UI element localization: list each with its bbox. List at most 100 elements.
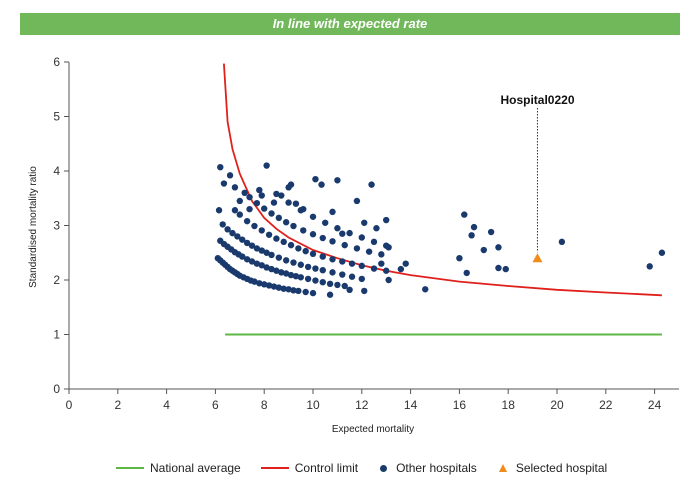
hospital-point bbox=[268, 265, 275, 273]
hospital-point bbox=[326, 280, 334, 288]
hospital-point bbox=[290, 259, 297, 266]
axis-labels: Expected mortality Standardised mortalit… bbox=[28, 166, 414, 435]
hospital-point bbox=[312, 265, 319, 272]
hospital-point bbox=[287, 241, 295, 249]
hospital-point bbox=[278, 269, 285, 276]
hospital-point bbox=[224, 226, 231, 233]
hospital-point bbox=[290, 287, 297, 294]
hospital-point bbox=[309, 231, 317, 238]
x-tick-label: 0 bbox=[66, 398, 73, 412]
x-tick-label: 6 bbox=[212, 398, 219, 412]
hospital-point bbox=[361, 287, 368, 295]
hospital-point bbox=[256, 186, 263, 194]
hospital-point bbox=[268, 210, 275, 217]
legend-item-national-average: National average bbox=[116, 461, 241, 475]
hospital-point bbox=[319, 253, 326, 260]
y-tick-label: 0 bbox=[53, 382, 60, 396]
hospital-point bbox=[273, 190, 280, 198]
hospital-point bbox=[278, 192, 285, 199]
legend-item-other-hospitals: Other hospitals bbox=[378, 461, 477, 475]
y-tick-label: 6 bbox=[53, 55, 60, 69]
hospital-point bbox=[341, 241, 348, 249]
x-tick-label: 8 bbox=[261, 398, 268, 412]
hospital-point bbox=[558, 238, 566, 246]
hospital-point bbox=[295, 245, 302, 252]
hospital-point bbox=[285, 286, 292, 293]
legend: National average Control limit Other hos… bbox=[116, 459, 627, 477]
hospital-point bbox=[282, 270, 290, 277]
hospital-point bbox=[346, 286, 353, 294]
x-tick-label: 10 bbox=[306, 398, 320, 412]
hospital-point bbox=[304, 275, 312, 283]
hospital-point bbox=[243, 239, 251, 247]
hospital-point bbox=[275, 284, 283, 291]
hospital-point bbox=[302, 247, 309, 255]
control-limit-swatch bbox=[260, 467, 289, 469]
hospital-point bbox=[319, 234, 326, 242]
x-tick-label: 2 bbox=[114, 398, 121, 412]
hospital-point bbox=[329, 269, 336, 276]
hospital-point bbox=[231, 184, 239, 191]
hospital-point bbox=[461, 211, 468, 218]
hospital-point bbox=[385, 276, 392, 284]
x-axis-title: Expected mortality bbox=[332, 424, 414, 435]
hospital-point bbox=[239, 253, 246, 260]
hospital-point bbox=[261, 205, 268, 212]
hospital-point bbox=[346, 229, 353, 237]
hospital-point bbox=[246, 193, 253, 201]
hospital-point bbox=[234, 233, 241, 240]
hospital-point bbox=[468, 232, 475, 239]
hospital-point bbox=[297, 261, 304, 268]
hospital-point bbox=[329, 256, 336, 263]
hospital-point bbox=[495, 244, 502, 251]
hospital-point bbox=[463, 269, 470, 277]
hospital-point bbox=[248, 242, 256, 249]
hospital-point bbox=[248, 258, 256, 265]
hospital-point bbox=[251, 278, 258, 285]
hospital-point bbox=[285, 199, 292, 206]
legend-label-selected-hospital: Selected hospital bbox=[515, 461, 608, 475]
hospital-point bbox=[287, 181, 295, 188]
hospital-point bbox=[370, 238, 378, 246]
hospital-point bbox=[275, 254, 283, 261]
hospital-point bbox=[402, 260, 409, 267]
hospital-point bbox=[265, 282, 273, 289]
other-hospitals-swatch bbox=[380, 464, 388, 472]
hospital-point bbox=[339, 271, 346, 278]
hospital-point bbox=[226, 172, 234, 179]
hospital-point bbox=[273, 235, 280, 242]
x-tick-label: 22 bbox=[599, 398, 613, 412]
hospital-point bbox=[334, 281, 341, 289]
hospital-point bbox=[280, 238, 287, 246]
hospital-point bbox=[370, 265, 378, 272]
x-tick-label: 12 bbox=[355, 398, 369, 412]
hospital-point bbox=[383, 216, 390, 224]
hospital-point bbox=[258, 192, 265, 199]
hospital-point bbox=[243, 217, 251, 225]
hospital-point bbox=[341, 282, 348, 290]
hospital-point bbox=[326, 291, 334, 298]
hospital-point bbox=[383, 267, 390, 274]
hospital-point bbox=[246, 205, 253, 213]
hospital-point bbox=[263, 162, 270, 169]
hospital-point bbox=[385, 244, 392, 251]
hospital-point bbox=[263, 264, 270, 271]
hospital-point bbox=[480, 246, 487, 254]
hospital-point bbox=[348, 273, 356, 280]
x-tick-label: 16 bbox=[453, 398, 467, 412]
hospital-point bbox=[312, 175, 319, 183]
hospital-point bbox=[268, 251, 275, 259]
hospital-point bbox=[358, 275, 365, 283]
hospital-point bbox=[322, 219, 329, 226]
hospital-point bbox=[304, 263, 312, 271]
hospital-point bbox=[487, 228, 495, 236]
hospital-point bbox=[378, 251, 385, 258]
hospital-point bbox=[236, 211, 243, 218]
hospital-point bbox=[292, 200, 300, 207]
hospital-point bbox=[236, 197, 243, 205]
hospital-point bbox=[219, 221, 226, 228]
control-limit-curve bbox=[223, 63, 662, 297]
hospital-point bbox=[368, 181, 375, 188]
